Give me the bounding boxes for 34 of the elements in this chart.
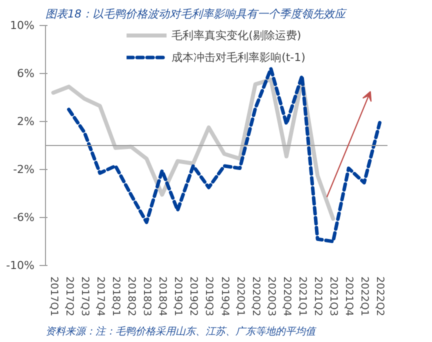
x-tick-label: 2020Q2 (250, 276, 261, 316)
legend-label: 成本冲击对毛利率影响(t-1) (172, 50, 306, 64)
x-tick-label: 2017Q3 (78, 276, 90, 316)
text: 资料来源：注：毛鸭价格采用山东、江苏、广东等地的平均值 (46, 326, 318, 338)
x-tick-label: 2022Q2 (374, 276, 386, 316)
line-series (51, 78, 336, 221)
x-tick-label: 2019Q1 (172, 276, 184, 316)
line-series (67, 66, 382, 244)
x-tick-label: 2018Q2 (126, 276, 136, 316)
x-tick-label: 2018Q4 (156, 276, 168, 316)
chart-title: 图表18：以毛鸭价格波动对毛利率影响具有一个季度领先效应 (46, 8, 348, 20)
x-tick-label: 2020Q3 (265, 276, 276, 316)
x-tick-label: 2019Q2 (188, 276, 199, 316)
y-tick-label: -2% (13, 163, 34, 176)
x-tick-label: 2017Q1 (48, 276, 59, 316)
legend-label: 毛利率真实变化(剔除运费) (172, 28, 302, 42)
x-tick-label: 2021Q3 (328, 276, 339, 316)
x-tick-label: 2017Q2 (63, 276, 74, 316)
y-tick-label: 2% (17, 115, 34, 128)
y-tick-label: -6% (13, 211, 34, 224)
x-tick-label: 2021Q2 (312, 276, 324, 316)
x-tick-label: 2021Q4 (343, 276, 354, 316)
x-tick-label: 2019Q3 (203, 276, 214, 316)
x-tick-label: 2019Q4 (218, 276, 230, 316)
x-tick-label: 2018Q3 (141, 276, 152, 316)
x-tick-label: 2021Q1 (296, 276, 308, 316)
x-tick-label: 2017Q4 (94, 276, 106, 316)
x-tick-label: 2020Q4 (280, 276, 292, 316)
y-tick-label: 10% (10, 19, 35, 32)
x-tick-label: 2022Q1 (358, 276, 370, 316)
y-tick-label: 6% (17, 67, 34, 80)
x-tick-label: 2020Q1 (234, 276, 246, 316)
x-tick-label: 2018Q1 (110, 276, 121, 316)
y-tick-label: -10% (6, 259, 35, 272)
